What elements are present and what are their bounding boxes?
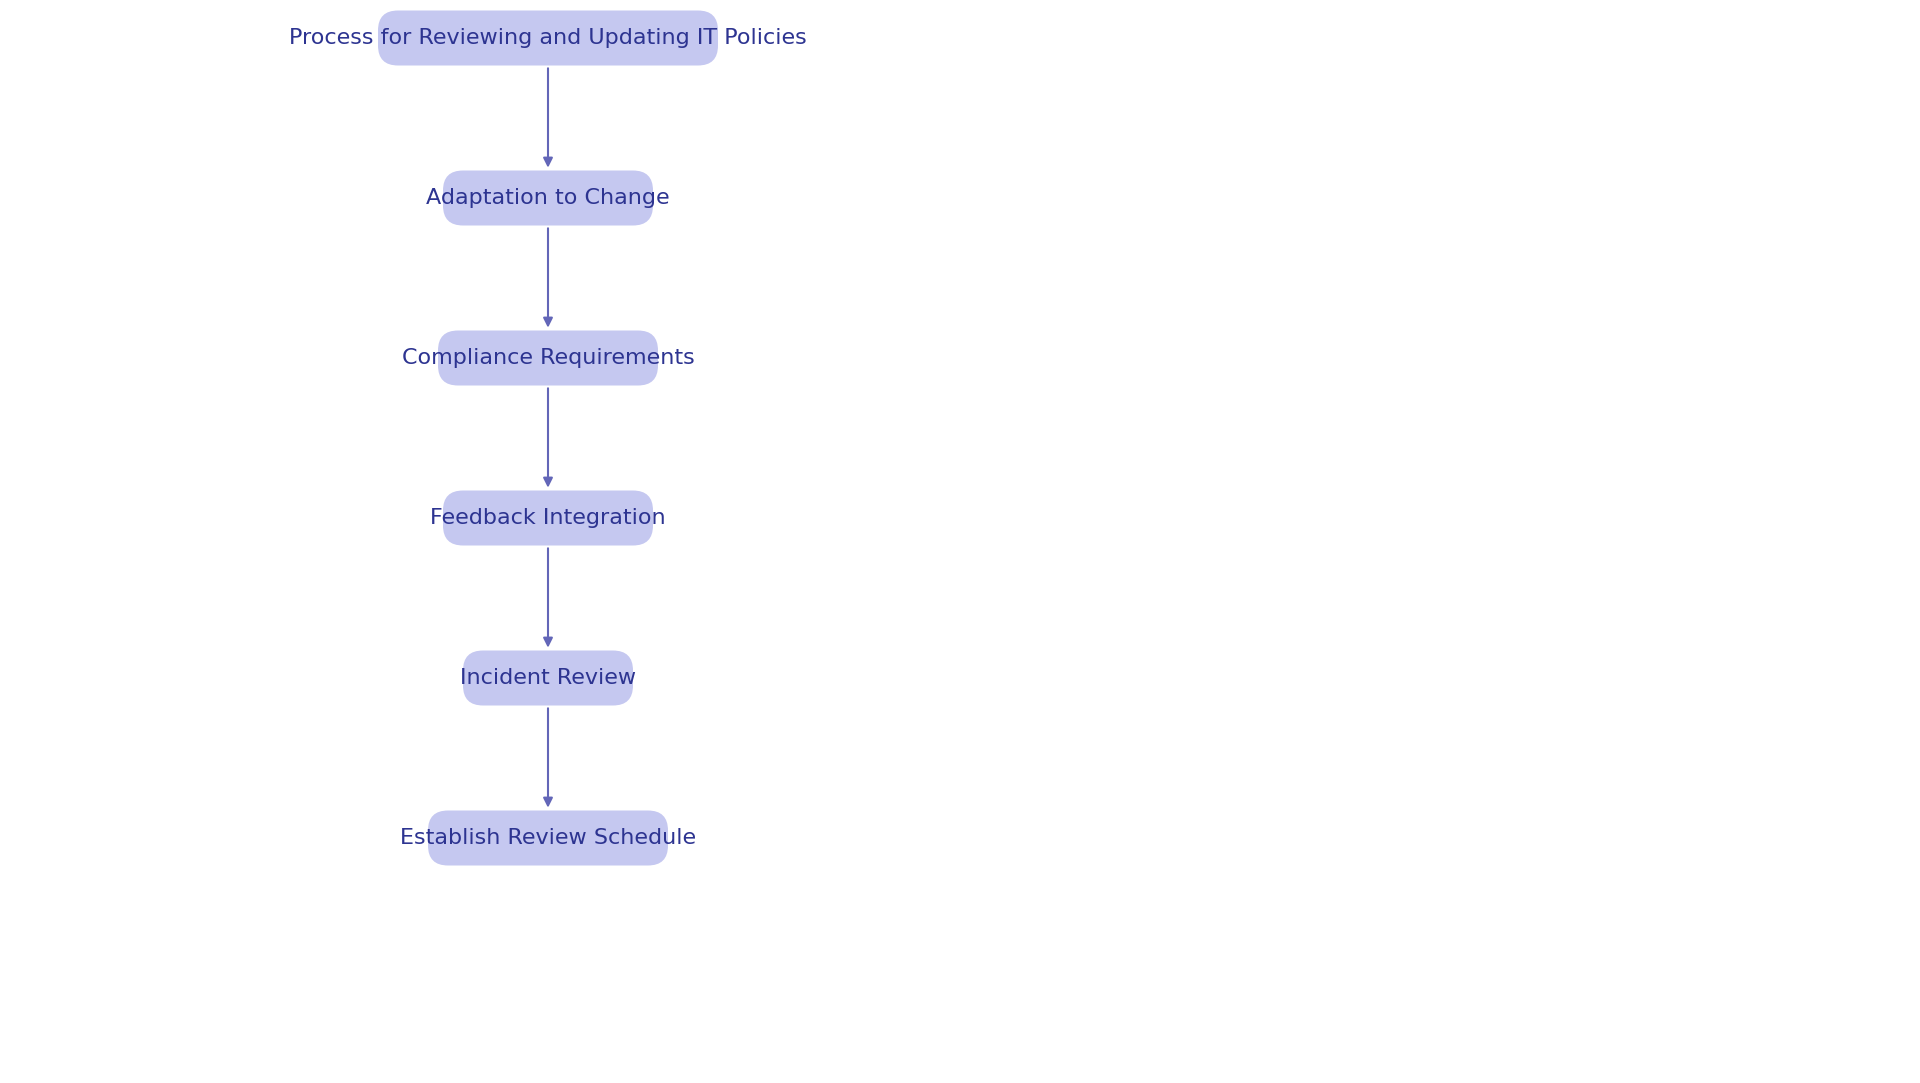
FancyBboxPatch shape [428, 810, 668, 865]
Text: Feedback Integration: Feedback Integration [430, 508, 666, 529]
FancyBboxPatch shape [444, 491, 653, 546]
FancyBboxPatch shape [438, 330, 659, 386]
Text: Adaptation to Change: Adaptation to Change [426, 188, 670, 208]
Text: Establish Review Schedule: Establish Review Schedule [399, 828, 697, 848]
Text: Compliance Requirements: Compliance Requirements [401, 348, 695, 368]
FancyBboxPatch shape [378, 11, 718, 65]
Text: Process for Reviewing and Updating IT Policies: Process for Reviewing and Updating IT Po… [290, 28, 806, 48]
FancyBboxPatch shape [444, 170, 653, 225]
FancyBboxPatch shape [463, 651, 634, 705]
Text: Incident Review: Incident Review [461, 668, 636, 688]
